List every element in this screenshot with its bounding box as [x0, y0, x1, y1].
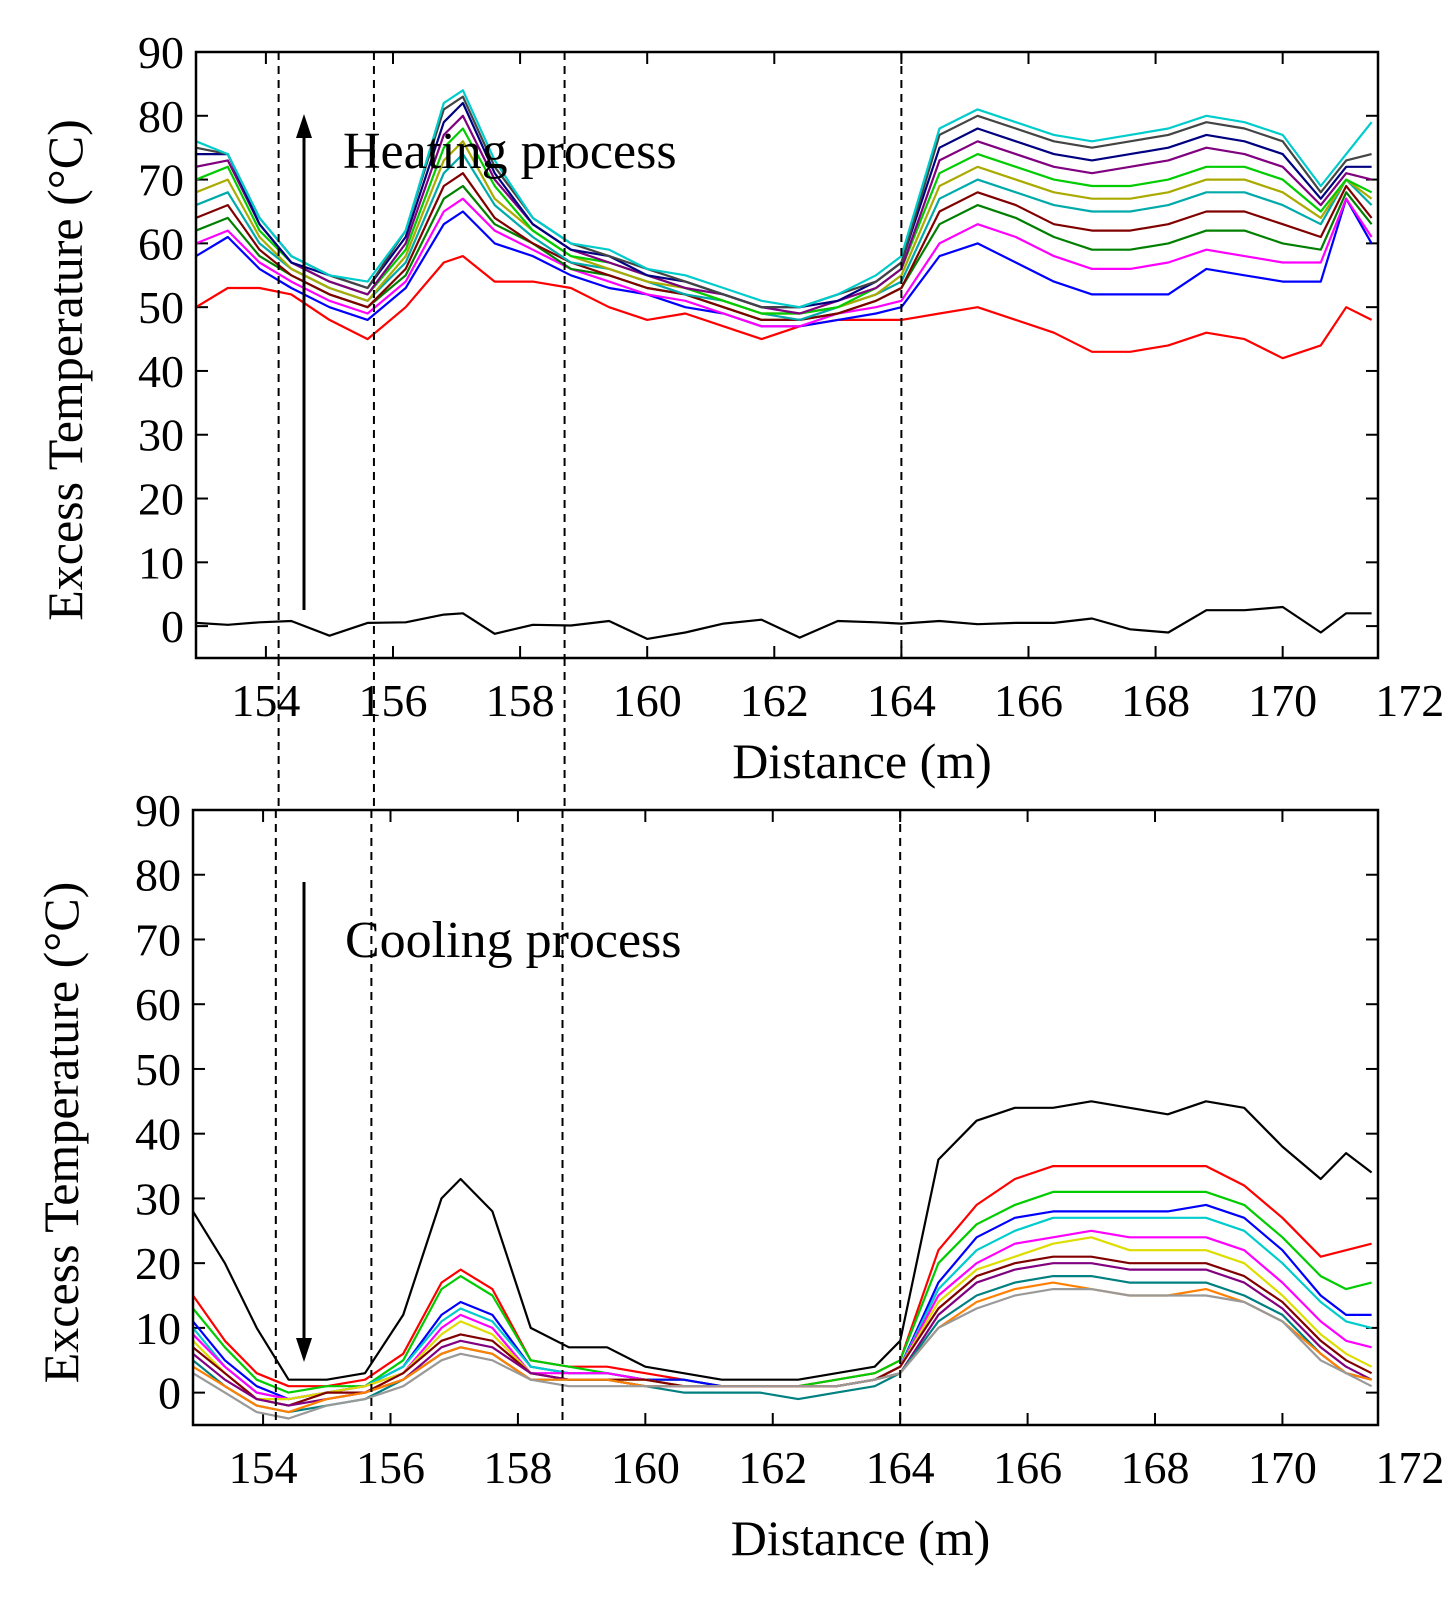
series-line-t1 — [193, 1100, 1373, 1381]
series-line-t4 — [193, 1203, 1372, 1401]
series-line-t13 — [196, 89, 1373, 309]
series-line-t7 — [196, 153, 1373, 321]
cooling-panel: 0 10 20 30 40 50 60 70 80 90 154 156 158 160 162 164 166… — [33, 785, 1444, 1566]
arrow-down-icon — [296, 1338, 312, 1362]
y-axis-label: Excess Temperature (°C) — [33, 882, 89, 1384]
series-line-t12 — [193, 1287, 1373, 1420]
series-line-t2 — [196, 255, 1373, 360]
process-annotation: Heating process — [343, 123, 677, 180]
x-tick-label: 172 — [1375, 1442, 1444, 1493]
series-line-t2 — [193, 1164, 1372, 1388]
x-tick-label: 156 — [359, 675, 428, 726]
y-tick-label: 40 — [138, 346, 184, 397]
y-tick-label: 70 — [138, 155, 184, 206]
process-annotation: Cooling process — [345, 912, 682, 969]
x-tick-label: 154 — [229, 1442, 298, 1493]
series-line-t6 — [196, 172, 1373, 321]
series-group — [196, 89, 1373, 641]
x-tick-label: 166 — [993, 1442, 1062, 1493]
series-line-t10 — [196, 114, 1372, 315]
x-tick-label: 160 — [613, 675, 682, 726]
plot-frame — [194, 50, 1380, 660]
series-line-t4 — [196, 197, 1373, 328]
series-line-t11 — [193, 1281, 1372, 1414]
x-tick-label: 170 — [1248, 675, 1317, 726]
y-tick-label: 60 — [135, 979, 181, 1030]
series-line-t3 — [193, 1190, 1372, 1394]
y-tick-label: 70 — [135, 914, 181, 965]
series-line-t6 — [193, 1229, 1372, 1401]
x-tick-label: 164 — [867, 675, 936, 726]
y-tick-label: 10 — [135, 1303, 181, 1354]
x-tick-label: 168 — [1121, 1442, 1190, 1493]
series-line-t12 — [196, 95, 1372, 309]
x-axis-label: Distance (m) — [732, 733, 992, 789]
y-tick-label: 10 — [138, 537, 184, 588]
series-line-t1 — [196, 605, 1372, 641]
y-tick-label: 20 — [135, 1238, 181, 1289]
y-tick-label: 80 — [138, 91, 184, 142]
inter-panel-dividers — [277, 658, 566, 810]
plot-frame — [191, 808, 1380, 1427]
x-tick-label: 154 — [231, 675, 300, 726]
x-tick-label: 164 — [866, 1442, 935, 1493]
y-tick-label: 30 — [135, 1173, 181, 1224]
y-tick-label: 0 — [158, 1368, 181, 1419]
x-tick-label: 162 — [740, 675, 809, 726]
y-tick-label: 80 — [135, 850, 181, 901]
x-tick-label: 158 — [483, 1442, 552, 1493]
x-tick-label: 160 — [611, 1442, 680, 1493]
y-tick-label: 90 — [135, 785, 181, 836]
x-tick-label: 162 — [738, 1442, 807, 1493]
heating-panel: 0 10 20 30 40 50 60 70 80 90 154 156 158 160 162 164 166… — [37, 27, 1444, 789]
arrow-up-icon — [296, 114, 312, 138]
x-axis-label: Distance (m) — [731, 1510, 991, 1566]
x-tick-label: 168 — [1121, 675, 1190, 726]
x-tick-label: 156 — [356, 1442, 425, 1493]
series-line-t7 — [193, 1236, 1373, 1401]
y-tick-label: 20 — [138, 474, 184, 525]
x-tick-label: 158 — [486, 675, 555, 726]
y-tick-label: 30 — [138, 410, 184, 461]
series-group — [193, 1100, 1373, 1420]
series-line-t5 — [193, 1216, 1372, 1401]
y-tick-label: 0 — [161, 601, 184, 652]
y-tick-label: 50 — [135, 1044, 181, 1095]
x-tick-label: 166 — [994, 675, 1063, 726]
y-tick-label: 90 — [138, 27, 184, 78]
y-axis-label: Excess Temperature (°C) — [37, 119, 93, 621]
x-tick-label: 172 — [1375, 675, 1444, 726]
x-tick-label: 170 — [1248, 1442, 1317, 1493]
y-tick-label: 50 — [138, 282, 184, 333]
y-tick-label: 60 — [138, 218, 184, 269]
y-tick-label: 40 — [135, 1109, 181, 1160]
series-line-t9 — [196, 127, 1373, 315]
series-line-t10 — [193, 1274, 1372, 1414]
